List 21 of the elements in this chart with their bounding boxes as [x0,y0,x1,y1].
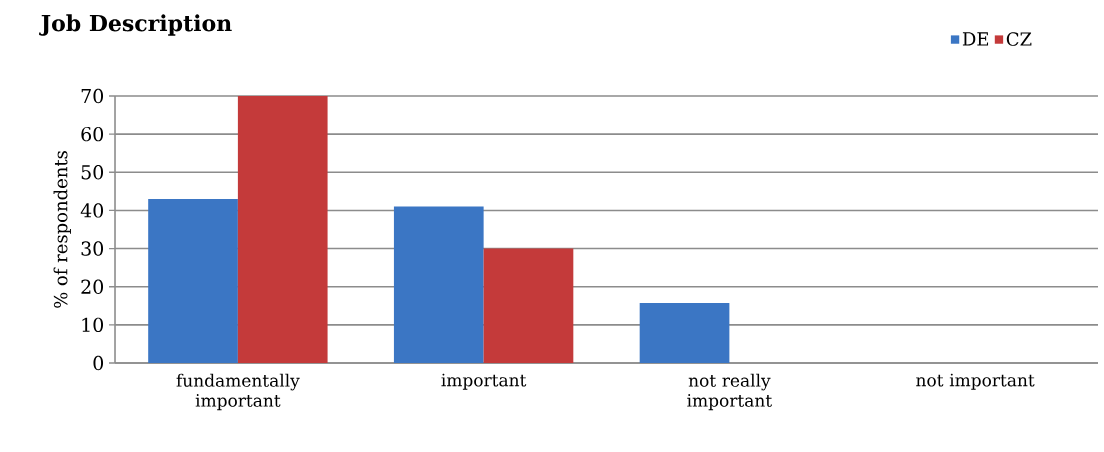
legend-label: DE [962,32,989,46]
chart-title: Job Description [39,14,232,36]
x-tick-label: not important [916,373,1035,390]
y-tick-label: 20 [81,279,104,294]
bar [483,248,574,363]
y-axis-title: % of respondents [53,151,71,308]
y-tick-label: 30 [81,241,104,256]
bar [639,303,730,363]
y-tick-label: 40 [80,203,104,218]
x-tick-label: not really important [687,373,772,411]
bar [393,206,484,363]
y-tick-label: 10 [82,317,104,333]
y-tick-label: 50 [81,165,104,180]
y-tick-label: 0 [93,355,104,371]
bar [148,198,238,363]
x-tick-label: important [441,373,527,390]
x-tick-label: fundamentally important [176,373,300,411]
y-tick-label: 60 [81,126,104,142]
legend-label: CZ [1006,32,1032,46]
y-tick-label: 70 [81,88,104,104]
bar [237,96,328,363]
